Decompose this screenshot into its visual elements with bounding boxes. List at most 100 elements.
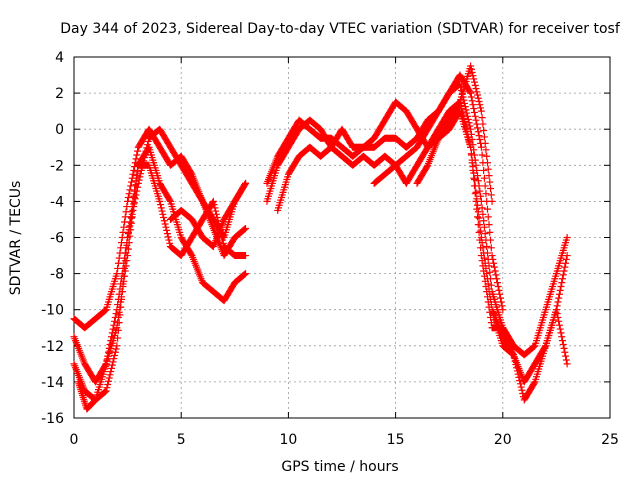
data-point (484, 165, 492, 173)
data-point (119, 280, 127, 288)
data-point (212, 207, 220, 215)
data-point (477, 244, 485, 252)
data-point (497, 298, 505, 306)
data-point (475, 228, 483, 236)
data-point (470, 105, 478, 113)
y-tick-label: -16 (41, 411, 64, 427)
data-point (122, 249, 130, 257)
data-point (474, 124, 482, 132)
data-point (130, 163, 138, 171)
data-point (101, 388, 109, 396)
data-point (455, 108, 463, 116)
data-point (214, 217, 222, 225)
data-point (104, 380, 112, 388)
data-point (474, 201, 482, 209)
data-point (483, 288, 491, 296)
data-point (117, 295, 125, 303)
data-point (474, 221, 482, 229)
y-tick-label: -14 (41, 375, 64, 391)
data-point (110, 355, 118, 363)
data-point (494, 282, 502, 290)
data-point (474, 213, 482, 221)
data-point (559, 341, 567, 349)
data-point (116, 311, 124, 319)
data-point (469, 72, 477, 80)
data-point (471, 190, 479, 198)
data-point (164, 233, 172, 241)
data-point (514, 370, 522, 378)
data-point (466, 122, 474, 130)
data-point (477, 139, 485, 147)
data-point (198, 196, 206, 204)
data-point (132, 177, 140, 185)
data-point (124, 234, 132, 241)
data-point (481, 182, 489, 190)
data-point (491, 267, 499, 275)
data-point (457, 87, 465, 95)
data-point (108, 364, 116, 372)
data-point (159, 210, 167, 218)
data-point (561, 263, 569, 271)
data-point (558, 279, 566, 287)
data-point (161, 220, 169, 228)
data-point (166, 196, 174, 204)
data-point (480, 223, 488, 231)
data-point (487, 191, 495, 199)
data-point (556, 286, 564, 294)
data-point (492, 271, 500, 279)
data-point (477, 252, 485, 260)
data-point (556, 325, 564, 333)
data-point (516, 380, 524, 388)
data-point (488, 252, 496, 260)
axes: 0 5 10 15 20 25 -16 -14 -12 -10 -8 -6 -4 -2 0 2 4 (41, 50, 619, 448)
data-point (134, 166, 142, 174)
data-point (484, 255, 492, 263)
data-point (131, 182, 139, 190)
data-point (479, 159, 487, 167)
data-point (134, 147, 142, 155)
data-point (461, 103, 469, 111)
data-point (481, 230, 489, 238)
data-point (563, 252, 571, 260)
data-point (212, 210, 220, 218)
data-point (478, 114, 486, 122)
data-point (555, 317, 563, 325)
data-point (480, 133, 488, 141)
y-tick-label: -12 (41, 339, 64, 355)
data-point (530, 342, 538, 350)
data-point (156, 197, 164, 205)
data-point (496, 290, 504, 298)
data-point (561, 348, 569, 356)
data-point (466, 88, 474, 96)
data-point (456, 98, 464, 106)
data-point (458, 90, 466, 98)
data-point (518, 386, 526, 394)
plot-border (73, 56, 611, 419)
data-point (462, 106, 470, 114)
data-point (476, 187, 484, 195)
data-point (124, 245, 132, 253)
data-point (459, 93, 467, 101)
x-axis-label: GPS time / hours (281, 459, 398, 475)
data-point (163, 230, 171, 238)
y-tick-label: -8 (50, 267, 64, 283)
data-point (470, 174, 478, 182)
data-point (132, 155, 140, 163)
data-point (109, 325, 117, 333)
data-point (127, 213, 135, 221)
data-point (129, 170, 137, 178)
data-point (553, 302, 561, 310)
data-point (457, 101, 465, 109)
data-point (516, 377, 524, 385)
data-point (213, 214, 221, 222)
data-point (240, 226, 248, 234)
data-point (101, 307, 109, 315)
data-point (562, 356, 570, 364)
data-point (136, 173, 144, 181)
data-point (476, 136, 484, 144)
data-point (124, 194, 132, 202)
data-point (475, 214, 483, 222)
data-point (467, 65, 475, 73)
data-point (473, 205, 481, 213)
